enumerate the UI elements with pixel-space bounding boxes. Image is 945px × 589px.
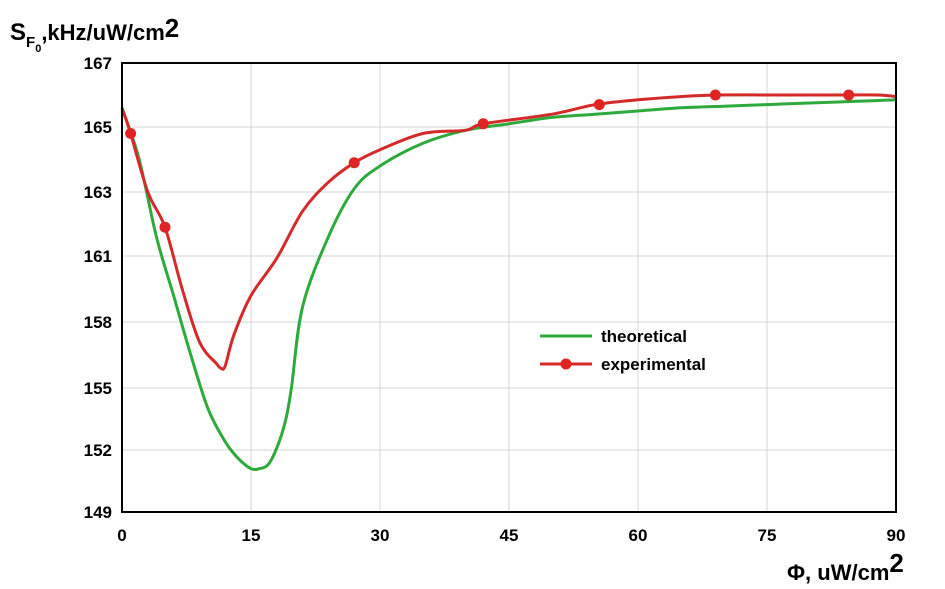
data-point-experimental	[709, 89, 721, 101]
data-point-experimental	[593, 99, 605, 111]
series-layer	[120, 89, 897, 472]
x-tick-label: 75	[758, 526, 777, 545]
y-tick-label: 152	[84, 441, 112, 460]
y-tick-label: 161	[84, 247, 112, 266]
y-axis-title-sub: F	[26, 34, 35, 51]
grid	[121, 62, 897, 513]
x-axis-title: Φ, uW/cm2	[787, 548, 904, 585]
y-tick-label: 163	[84, 183, 112, 202]
y-tick-labels: 149 152 155 158 161 163 165 167	[84, 54, 112, 522]
y-tick-label: 149	[84, 503, 112, 522]
legend-marker-experimental	[560, 358, 572, 370]
legend-label-experimental: experimental	[601, 355, 706, 374]
y-axis-title: SF0,kHz/uW/cm2	[10, 13, 179, 55]
y-tick-label: 167	[84, 54, 112, 73]
x-tick-label: 30	[371, 526, 390, 545]
x-tick-label: 15	[242, 526, 261, 545]
data-point-experimental	[159, 221, 171, 233]
legend-label-theoretical: theoretical	[601, 327, 687, 346]
y-tick-label: 165	[84, 118, 112, 137]
y-tick-label: 155	[84, 379, 112, 398]
legend: theoretical experimental	[540, 327, 706, 374]
x-axis-title-sup: 2	[889, 548, 903, 578]
data-point-experimental	[477, 118, 489, 130]
x-tick-label: 60	[629, 526, 648, 545]
x-tick-labels: 0 15 30 45 60 75 90	[117, 526, 905, 545]
y-axis-title-sup: 2	[165, 13, 179, 43]
data-point-experimental	[125, 128, 137, 139]
y-tick-label: 158	[84, 313, 112, 332]
x-axis-title-main: Φ, uW/cm	[787, 560, 889, 585]
y-axis-title-main: S	[10, 19, 26, 46]
plot-frame	[121, 62, 897, 513]
x-tick-label: 0	[117, 526, 126, 545]
x-tick-label: 90	[887, 526, 906, 545]
data-point-experimental	[348, 157, 360, 169]
y-axis-title-subsub: 0	[35, 43, 41, 55]
x-tick-label: 45	[500, 526, 519, 545]
y-axis-title-rest: ,kHz/uW/cm	[41, 20, 164, 45]
data-point-experimental	[843, 89, 855, 101]
series-line-theoretical	[120, 98, 897, 472]
